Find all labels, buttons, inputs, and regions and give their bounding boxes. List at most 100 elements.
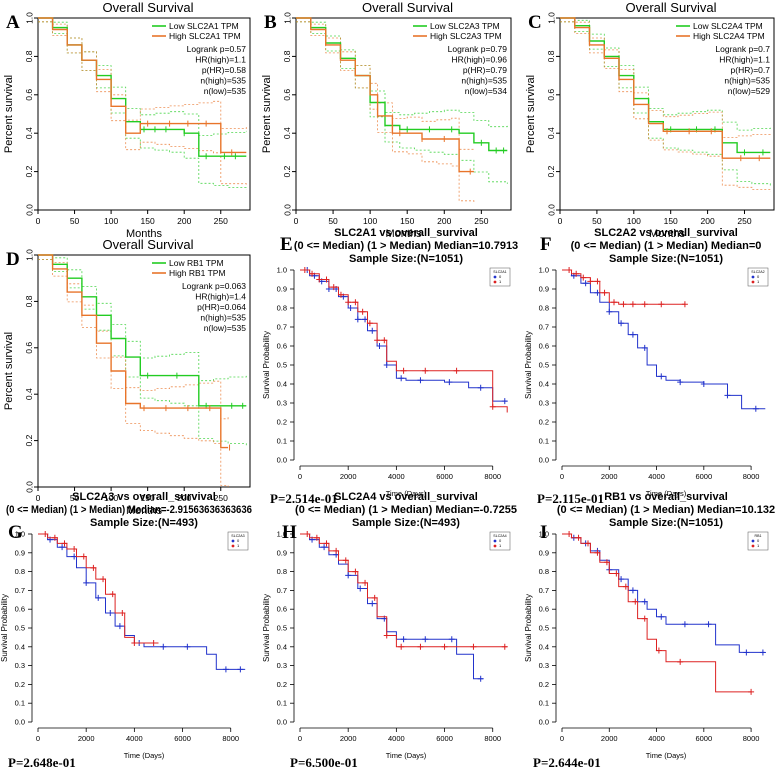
chart-title: RB1 vs overall_survival	[604, 491, 728, 503]
censor-mark	[321, 544, 328, 551]
y-tick-label: 0.6	[546, 89, 556, 101]
x-tick-label: 8000	[743, 734, 760, 743]
y-tick-label: 0.9	[15, 548, 25, 557]
chart-title: Overall Survival	[625, 0, 716, 15]
y-tick-label: 0.7	[277, 586, 287, 595]
panel-letter: I	[540, 522, 547, 543]
censor-mark	[582, 280, 589, 287]
chart-title: Overall Survival	[102, 0, 193, 15]
chart-panel-a: A Overall Survival 0 50 100 150 200 250 0.0 0.2 0.…	[3, 0, 251, 240]
y-tick-label: 0.2	[539, 418, 549, 427]
y-tick-label: 0.0	[277, 456, 287, 465]
y-tick-label: 0.5	[15, 624, 25, 633]
censor-mark	[337, 291, 344, 298]
legend-title: SLC2A2	[751, 270, 764, 274]
stat-label: Logrank p=0.79	[448, 44, 508, 54]
y-tick-label: 0.1	[539, 699, 549, 708]
survival-curve-high	[560, 17, 771, 159]
censor-mark	[59, 544, 66, 551]
x-tick-label: 0	[36, 493, 41, 503]
y-tick-label: 0.7	[539, 323, 549, 332]
p-value: P=2.115e-01	[537, 491, 604, 506]
y-tick-label: 0.2	[539, 680, 549, 689]
censor-mark	[369, 327, 376, 334]
censor-mark	[400, 367, 407, 374]
y-tick-label: 0.6	[539, 342, 549, 351]
chart-panel-h: H SLC2A4 vs overall_survival(0 <= Median)…	[262, 491, 517, 770]
x-axis-label: Time (Days)	[124, 751, 165, 760]
x-tick-label: 150	[400, 216, 414, 226]
survival-curve-group-0	[300, 269, 508, 402]
censor-mark	[80, 553, 87, 560]
legend-label: Low SLC2A4 TPM	[693, 21, 763, 31]
chart-title: Overall Survival	[102, 237, 193, 252]
stat-label: n(high)=535	[461, 76, 507, 86]
stat-label: Logrank p=0.57	[187, 44, 247, 54]
y-axis-label: Percent survival	[261, 75, 273, 153]
chart-subtitle: (0 <= Median) (1 > Median) Median=10.791…	[294, 240, 518, 252]
censor-mark	[441, 643, 448, 650]
panel-letter: C	[528, 12, 542, 33]
chart-panel-i: I RB1 vs overall_survival(0 <= Median) (1…	[524, 491, 775, 770]
y-tick-label: 0.7	[15, 586, 25, 595]
y-tick-label: 0.6	[277, 605, 287, 614]
y-tick-label: 0.8	[277, 304, 287, 313]
x-tick-label: 6000	[695, 734, 712, 743]
censor-mark	[489, 403, 496, 410]
censor-mark	[601, 289, 608, 296]
censor-mark	[316, 276, 323, 283]
y-tick-label: 0.3	[15, 661, 25, 670]
legend-marker	[751, 275, 755, 279]
x-tick-label: 4000	[388, 472, 405, 481]
chart-title: SLC2A1 vs overall_survival	[334, 227, 478, 239]
x-axis-label: Time (Days)	[646, 489, 687, 498]
stat-label: Logrank p=0.063	[182, 281, 246, 291]
y-axis-label: Survival Probability	[0, 594, 9, 662]
confidence-band-lower	[560, 21, 771, 192]
y-tick-label: 0.8	[282, 50, 292, 62]
censor-mark	[453, 367, 460, 374]
stat-label: n(low)=534	[465, 86, 508, 96]
y-tick-label: 0.1	[15, 699, 25, 708]
y-tick-label: 0.2	[15, 680, 25, 689]
censor-mark	[422, 367, 429, 374]
censor-mark	[477, 384, 484, 391]
chart-subtitle: (0 <= Median) (1 > Median) Median=-0.725…	[295, 504, 517, 516]
y-tick-label: 1.0	[277, 266, 287, 275]
y-tick-label: 1.0	[282, 12, 292, 24]
survival-curve-group-0	[562, 533, 766, 653]
x-tick-label: 4000	[388, 734, 405, 743]
y-tick-label: 0.2	[24, 165, 34, 177]
confidence-band-upper	[296, 17, 475, 150]
x-axis-label: Time (Days)	[386, 751, 427, 760]
censor-mark	[131, 640, 138, 647]
censor-mark	[641, 301, 648, 308]
y-tick-label: 1.0	[15, 530, 25, 539]
x-axis-label: Time (Days)	[646, 751, 687, 760]
censor-mark	[90, 564, 97, 571]
censor-mark	[759, 649, 766, 656]
x-tick-label: 0	[36, 216, 41, 226]
censor-mark	[470, 643, 477, 650]
stat-label: p(HR)=0.7	[731, 65, 771, 75]
x-tick-label: 50	[592, 216, 602, 226]
stat-label: HR(high)=1.4	[195, 292, 246, 302]
legend-label: 1	[237, 543, 240, 548]
stat-label: Logrank p=0.7	[715, 44, 770, 54]
y-tick-label: 0.6	[539, 605, 549, 614]
y-tick-label: 0.1	[539, 437, 549, 446]
sample-size: Sample Size:(N=493)	[352, 517, 460, 529]
stat-label: p(HR)=0.79	[463, 65, 507, 75]
x-tick-label: 8000	[743, 472, 760, 481]
confidence-band-upper	[560, 17, 771, 138]
survival-curve-group-1	[300, 269, 508, 413]
y-tick-label: 1.0	[539, 266, 549, 275]
censor-mark	[573, 270, 580, 277]
x-tick-label: 250	[214, 216, 228, 226]
censor-mark	[501, 643, 508, 650]
x-tick-label: 0	[294, 216, 299, 226]
censor-mark	[622, 583, 629, 590]
y-tick-label: 0.4	[15, 642, 25, 651]
censor-mark	[345, 572, 352, 579]
x-tick-label: 250	[737, 216, 751, 226]
